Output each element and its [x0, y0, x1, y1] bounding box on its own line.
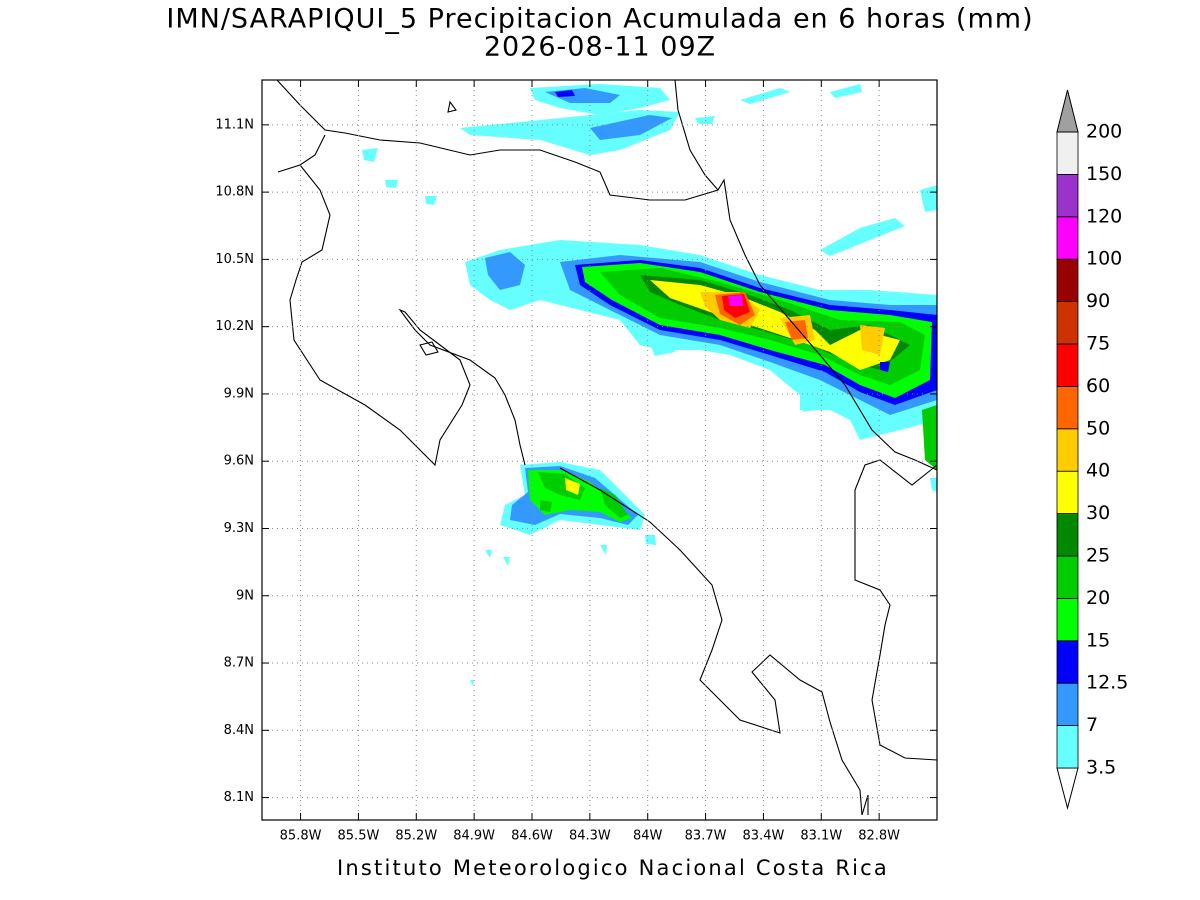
- legend-label: 20: [1086, 587, 1110, 609]
- legend-over-arrow: [1056, 89, 1079, 133]
- legend-label: 75: [1086, 333, 1110, 355]
- legend-swatch: [1056, 428, 1079, 472]
- legend-swatch: [1056, 725, 1079, 769]
- legend-swatch: [1056, 513, 1079, 557]
- legend-under-arrow: [1056, 767, 1079, 810]
- legend-swatch: [1056, 216, 1079, 260]
- y-tick-label: 10.8N: [215, 185, 254, 200]
- map-frame: [261, 79, 938, 821]
- legend-label: 40: [1086, 460, 1110, 482]
- y-tick-label: 9.6N: [224, 454, 254, 469]
- legend-label: 200: [1086, 121, 1122, 143]
- x-tick-label: 84.9W: [453, 829, 495, 844]
- legend-label: 120: [1086, 205, 1122, 227]
- legend-swatch: [1056, 470, 1079, 515]
- map-title: IMN/SARAPIQUI_5 Precipitacion Acumulada …: [166, 4, 1033, 35]
- y-tick-label: 9N: [236, 588, 254, 603]
- legend-label: 50: [1086, 417, 1110, 439]
- x-tick-label: 83.7W: [685, 829, 727, 844]
- footer: Instituto Meteorologico Nacional Costa R…: [337, 856, 889, 880]
- legend-swatch: [1056, 131, 1079, 175]
- legend-swatch: [1056, 173, 1079, 218]
- x-tick-label: 85.5W: [338, 829, 380, 844]
- legend-swatch: [1056, 343, 1079, 387]
- coastline: [276, 79, 938, 816]
- legend-label: 100: [1086, 248, 1122, 270]
- legend-swatch: [1056, 682, 1079, 727]
- map-subtitle: 2026-08-11 09Z: [484, 32, 716, 63]
- x-tick-label: 83.4W: [743, 829, 785, 844]
- legend-label: 12.5: [1086, 672, 1128, 694]
- x-tick-label: 84.3W: [569, 829, 611, 844]
- legend-label: 60: [1086, 375, 1110, 397]
- x-tick-label: 83.1W: [800, 829, 842, 844]
- legend-label: 150: [1086, 163, 1122, 185]
- legend-swatch: [1056, 258, 1079, 303]
- x-tick-label: 82.8W: [858, 829, 900, 844]
- y-tick-label: 8.4N: [224, 723, 254, 738]
- legend-label: 30: [1086, 502, 1110, 524]
- legend-label: 7: [1086, 714, 1098, 736]
- legend-label: 25: [1086, 545, 1110, 567]
- x-tick-label: 84W: [633, 829, 663, 844]
- y-tick-label: 9.3N: [224, 521, 254, 536]
- y-tick-label: 8.1N: [224, 790, 254, 805]
- x-tick-label: 85.8W: [280, 829, 322, 844]
- legend-swatch: [1056, 640, 1079, 684]
- precipitation-field: [362, 84, 937, 686]
- legend-label: 90: [1086, 290, 1110, 312]
- y-tick-label: 11.1N: [215, 117, 254, 132]
- x-tick-label: 85.2W: [395, 829, 437, 844]
- legend-swatch: [1056, 555, 1079, 599]
- legend-swatch: [1056, 598, 1079, 642]
- legend-label: 3.5: [1086, 757, 1116, 779]
- legend-label: 15: [1086, 629, 1110, 651]
- legend-swatch: [1056, 301, 1079, 345]
- x-tick-label: 84.6W: [511, 829, 553, 844]
- y-tick-label: 8.7N: [224, 656, 254, 671]
- y-tick-label: 10.2N: [215, 319, 254, 334]
- legend-swatch: [1056, 385, 1079, 430]
- y-tick-label: 9.9N: [224, 386, 254, 401]
- y-tick-label: 10.5N: [215, 252, 254, 267]
